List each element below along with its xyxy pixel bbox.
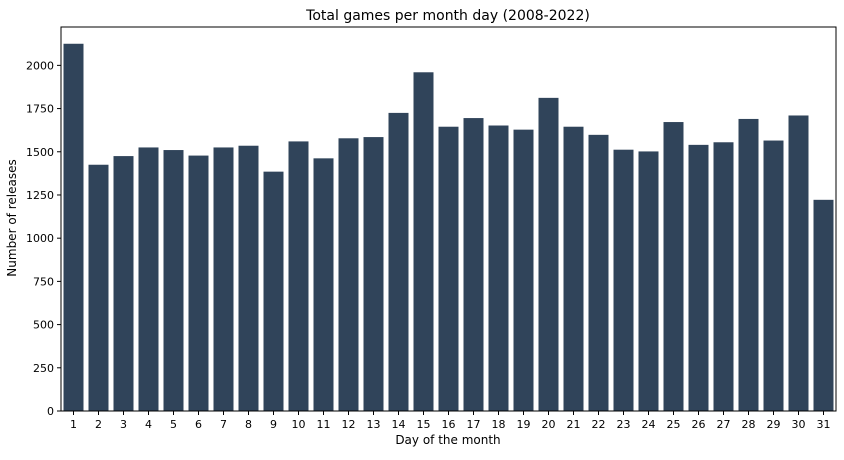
y-tick-label: 1500 xyxy=(26,146,54,159)
bar-day-12 xyxy=(338,138,359,412)
bar-day-7 xyxy=(213,147,234,411)
bar-day-9 xyxy=(263,171,284,411)
bar-day-8 xyxy=(238,145,259,412)
x-tick-label: 4 xyxy=(145,418,152,431)
chart-title: Total games per month day (2008-2022) xyxy=(305,8,590,24)
x-tick-label: 20 xyxy=(542,418,556,431)
x-tick-label: 7 xyxy=(220,418,227,431)
bar-day-14 xyxy=(388,112,409,411)
bar-day-27 xyxy=(713,142,734,411)
bar-day-17 xyxy=(463,118,484,411)
bar-day-25 xyxy=(663,122,684,412)
x-axis-label: Day of the month xyxy=(395,433,500,447)
bar-day-23 xyxy=(613,149,634,411)
y-tick-label: 250 xyxy=(33,362,54,375)
bar-day-19 xyxy=(513,129,534,411)
y-tick-label: 0 xyxy=(47,405,54,418)
y-axis-label: Number of releases xyxy=(5,159,19,276)
x-tick-label: 30 xyxy=(792,418,806,431)
x-tick-label: 17 xyxy=(467,418,481,431)
bar-day-30 xyxy=(788,115,809,411)
y-tick-label: 500 xyxy=(33,319,54,332)
x-ticks-group: 1 2 3 4 5 6 7 8 9 10 11 12 13 14 15 16 17 18 19 20 21 22 23 24 2… xyxy=(70,411,831,431)
bar-day-16 xyxy=(438,126,459,411)
y-ticks-group: 0 250 500 750 1000 1250 1500 1750 2000 xyxy=(26,59,61,418)
x-tick-label: 12 xyxy=(342,418,356,431)
bar-day-1 xyxy=(63,43,84,411)
x-tick-label: 3 xyxy=(120,418,127,431)
x-tick-label: 1 xyxy=(70,418,77,431)
x-tick-label: 19 xyxy=(517,418,531,431)
x-tick-label: 10 xyxy=(292,418,306,431)
x-tick-label: 25 xyxy=(667,418,681,431)
bar-day-13 xyxy=(363,137,384,411)
bar-day-11 xyxy=(313,158,334,411)
x-tick-label: 8 xyxy=(245,418,252,431)
bars-group xyxy=(63,43,834,412)
x-tick-label: 24 xyxy=(642,418,656,431)
x-tick-label: 23 xyxy=(617,418,631,431)
bar-day-6 xyxy=(188,155,209,411)
x-tick-label: 16 xyxy=(442,418,456,431)
y-tick-label: 1000 xyxy=(26,232,54,245)
x-tick-label: 29 xyxy=(767,418,781,431)
bar-day-18 xyxy=(488,125,509,411)
x-tick-label: 9 xyxy=(270,418,277,431)
bar-day-2 xyxy=(88,164,109,411)
x-tick-label: 27 xyxy=(717,418,731,431)
x-tick-label: 11 xyxy=(317,418,331,431)
y-tick-label: 2000 xyxy=(26,59,54,72)
bar-day-24 xyxy=(638,151,659,411)
bar-day-20 xyxy=(538,97,559,412)
x-tick-label: 14 xyxy=(392,418,406,431)
bar-day-28 xyxy=(738,118,759,411)
x-tick-label: 5 xyxy=(170,418,177,431)
bar-day-31 xyxy=(813,199,834,411)
plot-frame xyxy=(60,26,837,412)
x-tick-label: 28 xyxy=(742,418,756,431)
bar-day-21 xyxy=(563,126,584,411)
bar-day-5 xyxy=(163,150,184,412)
y-tick-label: 1750 xyxy=(26,103,54,116)
x-tick-label: 6 xyxy=(195,418,202,431)
bar-day-10 xyxy=(288,141,309,411)
x-tick-label: 26 xyxy=(692,418,706,431)
x-tick-label: 2 xyxy=(95,418,102,431)
bar-day-26 xyxy=(688,144,709,412)
bar-day-3 xyxy=(113,156,134,411)
bar-day-22 xyxy=(588,134,609,411)
x-tick-label: 15 xyxy=(417,418,431,431)
y-tick-label: 1250 xyxy=(26,189,54,202)
bar-day-15 xyxy=(413,72,434,411)
x-tick-label: 22 xyxy=(592,418,606,431)
bar-day-4 xyxy=(138,147,159,411)
x-tick-label: 13 xyxy=(367,418,381,431)
y-tick-label: 750 xyxy=(33,275,54,288)
x-tick-label: 21 xyxy=(567,418,581,431)
x-tick-label: 31 xyxy=(817,418,831,431)
bar-day-29 xyxy=(763,140,784,412)
x-tick-label: 18 xyxy=(492,418,506,431)
